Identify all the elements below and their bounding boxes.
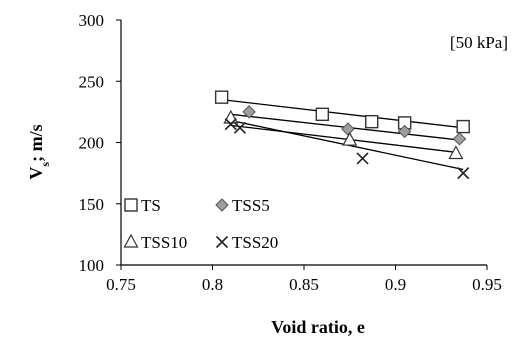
- x-axis-title: Void ratio, e: [271, 317, 365, 337]
- point-tss10: [342, 131, 358, 146]
- point-tss20: [224, 118, 237, 131]
- point-ts: [315, 107, 329, 122]
- legend-label-ts: TS: [141, 196, 161, 215]
- point-tss5: [341, 122, 355, 136]
- point-tss5: [452, 132, 467, 146]
- point-ts: [365, 114, 379, 129]
- trend-lines: [221, 98, 464, 171]
- y-axis-title-subscript: s: [38, 162, 52, 167]
- y-axis-title-unit: ; m/s: [26, 124, 46, 162]
- legend-label-tss10: TSS10: [141, 233, 187, 252]
- point-ts: [214, 90, 229, 104]
- y-tick-label: 150: [79, 195, 105, 214]
- trendline-tss10: [230, 124, 456, 153]
- point-ts: [456, 119, 470, 134]
- plot-area: [214, 90, 470, 180]
- legend-marker-tss5: [215, 198, 229, 212]
- legend-marker-tss20: [215, 235, 229, 249]
- x-tick-label: 0.85: [289, 275, 319, 294]
- x-tick-label: 0.75: [106, 275, 136, 294]
- y-ticks: 100 150 200 250 300: [79, 11, 121, 275]
- y-tick-label: 250: [79, 72, 105, 91]
- data-markers: [214, 90, 470, 180]
- pressure-annotation: [50 kPa]: [450, 33, 508, 52]
- y-tick-label: 300: [79, 11, 105, 30]
- legend: TS TSS5 TSS10 TSS20: [123, 196, 278, 252]
- point-tss5: [242, 105, 256, 119]
- legend-label-tss20: TSS20: [232, 233, 278, 252]
- x-tick-label: 0.8: [202, 275, 223, 294]
- point-tss10: [223, 109, 239, 124]
- x-tick-label: 0.95: [472, 275, 502, 294]
- y-tick-label: 200: [79, 134, 105, 153]
- legend-marker-tss10: [123, 233, 139, 248]
- point-tss10: [448, 145, 464, 160]
- y-axis-title-main: V: [26, 167, 46, 180]
- legend-marker-ts: [124, 198, 138, 212]
- x-ticks: 0.75 0.8 0.85 0.9 0.95: [106, 265, 502, 294]
- x-tick-label: 0.9: [385, 275, 406, 294]
- y-axis-title: Vs; m/s: [26, 124, 52, 179]
- trendline-ts: [221, 98, 464, 129]
- point-tss5: [397, 124, 412, 139]
- point-tss20: [457, 167, 470, 180]
- point-tss20: [356, 152, 369, 165]
- y-tick-label: 100: [79, 256, 105, 275]
- point-tss20: [233, 121, 247, 134]
- legend-label-tss5: TSS5: [232, 196, 270, 215]
